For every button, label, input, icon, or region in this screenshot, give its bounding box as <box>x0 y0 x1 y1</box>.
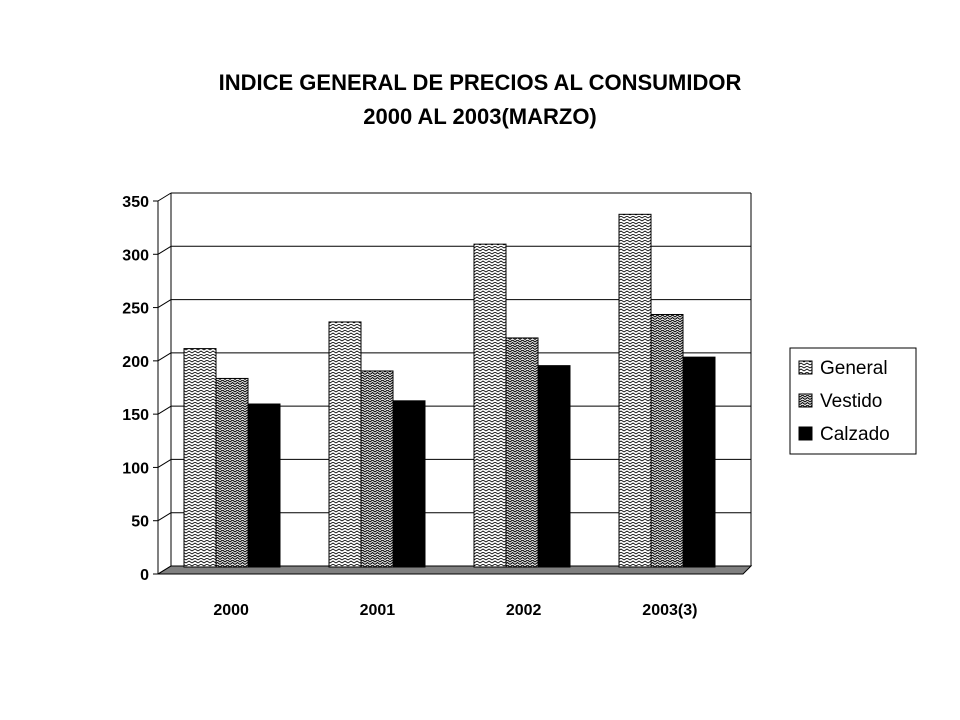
y-tick-connector <box>157 459 172 468</box>
y-tick-label: 0 <box>140 567 149 584</box>
y-tick-connector <box>157 565 172 575</box>
bar-vestido-2002 <box>505 337 539 568</box>
y-tick-label: 100 <box>122 460 149 477</box>
bar-vestido-2000 <box>215 377 249 568</box>
axes: 0 50 100 150 200 250 300 350 2000 2001 2002 2003(3) <box>122 192 697 619</box>
legend-label-vestido: Vestido <box>820 391 882 412</box>
x-tick-label: 2003(3) <box>642 602 697 619</box>
x-tick-label: 2001 <box>360 602 396 619</box>
chart-subtitle: 2000 AL 2003(MARZO) <box>363 104 597 129</box>
bar-calzado-2003(3) <box>682 356 716 568</box>
bar-vestido-2003(3) <box>650 313 684 568</box>
legend-swatch-calzado <box>798 426 813 441</box>
y-tick-label: 300 <box>122 247 149 264</box>
legend-swatch-general <box>798 360 813 375</box>
bar-calzado-2001 <box>392 400 426 568</box>
y-tick-connector <box>157 512 172 522</box>
y-tick-connector <box>157 352 172 362</box>
y-tick-connector <box>157 299 172 308</box>
bar-general-2002 <box>473 243 507 568</box>
legend-swatch-vestido <box>798 393 813 408</box>
x-tick-label: 2000 <box>213 602 249 619</box>
y-tick-label: 150 <box>122 407 149 424</box>
y-tick-connector <box>157 245 172 255</box>
y-tick-label: 50 <box>131 514 149 531</box>
bar-calzado-2002 <box>537 365 571 568</box>
bar-vestido-2001 <box>360 370 394 568</box>
legend-label-calzado: Calzado <box>820 424 890 445</box>
chart-title: INDICE GENERAL DE PRECIOS AL CONSUMIDOR <box>218 70 742 95</box>
y-tick-label: 250 <box>122 301 149 318</box>
bars <box>183 213 716 568</box>
y-tick-connector <box>157 405 172 415</box>
x-tick-label: 2002 <box>506 602 542 619</box>
bar-general-2003(3) <box>618 213 652 568</box>
y-tick-connector <box>157 192 172 202</box>
y-tick-label: 350 <box>122 194 149 211</box>
legend-label-general: General <box>820 358 888 379</box>
y-tick-label: 200 <box>122 354 149 371</box>
bar-calzado-2000 <box>247 403 281 568</box>
legend: General Vestido Calzado <box>789 347 917 455</box>
bar-general-2001 <box>328 321 362 568</box>
bar-general-2000 <box>183 348 217 568</box>
